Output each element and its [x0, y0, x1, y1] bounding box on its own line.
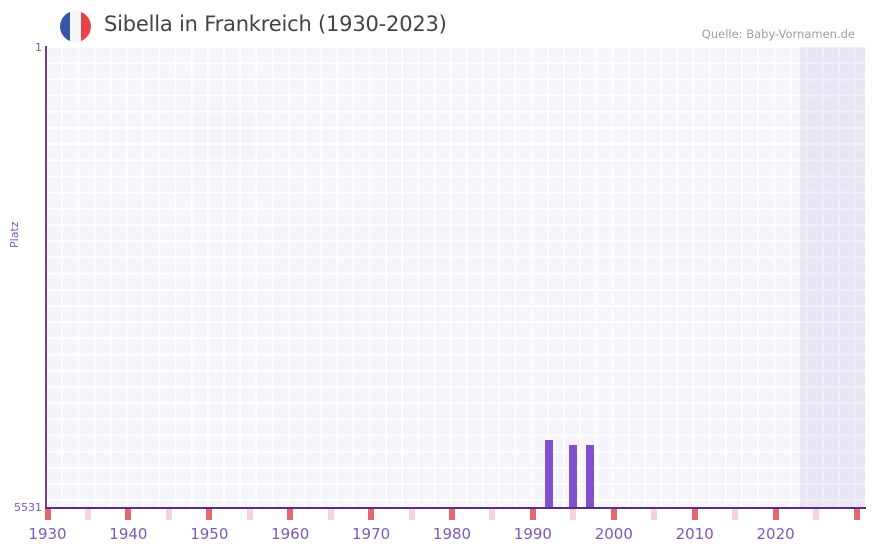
- x-tick-major-1990: [529, 509, 536, 520]
- x-tick-minor-2015: [732, 509, 739, 520]
- france-flag-icon: [60, 11, 91, 42]
- bar-1992: [545, 439, 554, 508]
- grid-lines: [46, 47, 865, 508]
- x-tick-minor-1965: [327, 509, 334, 520]
- y-axis-tick-label-bottom: 5531: [14, 501, 42, 514]
- x-tick-minor-1975: [408, 509, 415, 520]
- x-axis-label-1970: 1970: [352, 525, 391, 543]
- x-axis-label-1980: 1980: [432, 525, 472, 543]
- x-axis-label-1940: 1940: [109, 525, 148, 543]
- bar-1995: [569, 444, 578, 508]
- x-tick-major-1970: [368, 509, 375, 520]
- x-tick-major-1940: [125, 509, 132, 520]
- x-axis-label-2010: 2010: [675, 525, 714, 543]
- x-tick-major-2010: [691, 509, 698, 520]
- y-axis-tick-bottom: 5531: [0, 501, 42, 515]
- x-axis-label-1960: 1960: [271, 525, 310, 543]
- x-tick-minor-1955: [246, 509, 253, 520]
- y-axis-line: [45, 46, 47, 508]
- x-tick-minor-2005: [651, 509, 658, 520]
- x-tick-major-1980: [449, 509, 455, 520]
- page-title: Sibella in Frankreich (1930-2023): [104, 12, 447, 36]
- plot-area: [46, 47, 865, 508]
- x-tick-major-1950: [206, 509, 213, 520]
- x-axis-label-1990: 1990: [513, 525, 552, 543]
- x-tick-minor-1945: [165, 509, 172, 520]
- x-tick-major-2020: [772, 509, 779, 520]
- bar-1997: [585, 444, 594, 508]
- x-axis-label-2000: 2000: [594, 525, 633, 543]
- x-tick-minor-2025: [813, 509, 820, 520]
- y-axis-tick-top: 1: [0, 41, 42, 55]
- x-axis-label-2020: 2020: [756, 525, 795, 543]
- y-axis-label: Platz: [8, 221, 21, 248]
- x-tick-minor-1995: [570, 509, 577, 520]
- x-axis-label-1950: 1950: [190, 525, 229, 543]
- y-axis-tick-label-top: 1: [35, 41, 42, 54]
- x-tick-major-1930: [44, 509, 51, 520]
- chart-header: Sibella in Frankreich (1930-2023) Quelle…: [0, 0, 873, 45]
- source-credit: Quelle: Baby-Vornamen.de: [701, 27, 855, 41]
- x-tick-major-2000: [610, 509, 617, 520]
- flag-stripe-blue: [60, 11, 71, 42]
- flag-stripe-white: [70, 11, 81, 42]
- x-tick-minor-1935: [84, 509, 91, 520]
- x-axis-label-1930: 1930: [28, 525, 67, 543]
- flag-stripe-red: [80, 11, 91, 42]
- x-axis-line: [45, 507, 866, 509]
- x-tick-minor-1985: [489, 509, 496, 520]
- forecast-shaded-region: [799, 47, 865, 508]
- x-tick-major-1960: [287, 509, 294, 520]
- x-tick-major-2030: [853, 509, 860, 520]
